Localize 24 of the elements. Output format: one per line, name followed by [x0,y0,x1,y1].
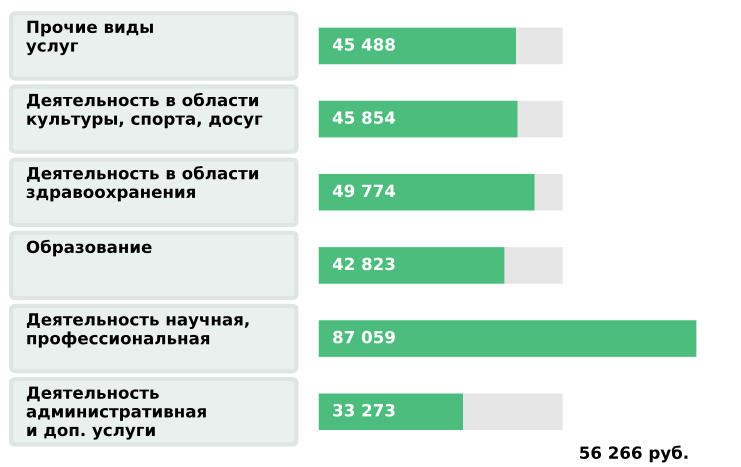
data-label: 33 273 [333,404,395,417]
bar [318,28,516,64]
data-label: 45 854 [332,111,396,124]
bar [318,174,535,211]
bar [318,100,518,138]
y-tick-label: Образование [26,240,152,256]
y-tick-label: Деятельность в области культуры, спорта, досуг [26,92,262,128]
y-tick-label: Деятельность административная и доп. услуги [26,386,206,440]
y-tick-label: Прочие виды услуг [26,20,153,56]
bar [463,393,563,430]
bar [516,28,563,64]
bar [318,247,504,284]
y-tick-label: Деятельность научная, профессиональная [26,313,248,348]
bar [318,393,464,430]
data-label: 42 823 [332,258,395,270]
data-label: 45 488 [332,38,395,51]
y-tick-label: Деятельность в области здравоохранения [26,166,258,202]
data-label: 87 059 [333,330,395,344]
bar [534,174,563,211]
bar [318,320,696,357]
text: 56 266 руб. [580,446,688,462]
bar [518,100,563,138]
bar [504,247,563,284]
data-label: 49 774 [332,184,396,198]
